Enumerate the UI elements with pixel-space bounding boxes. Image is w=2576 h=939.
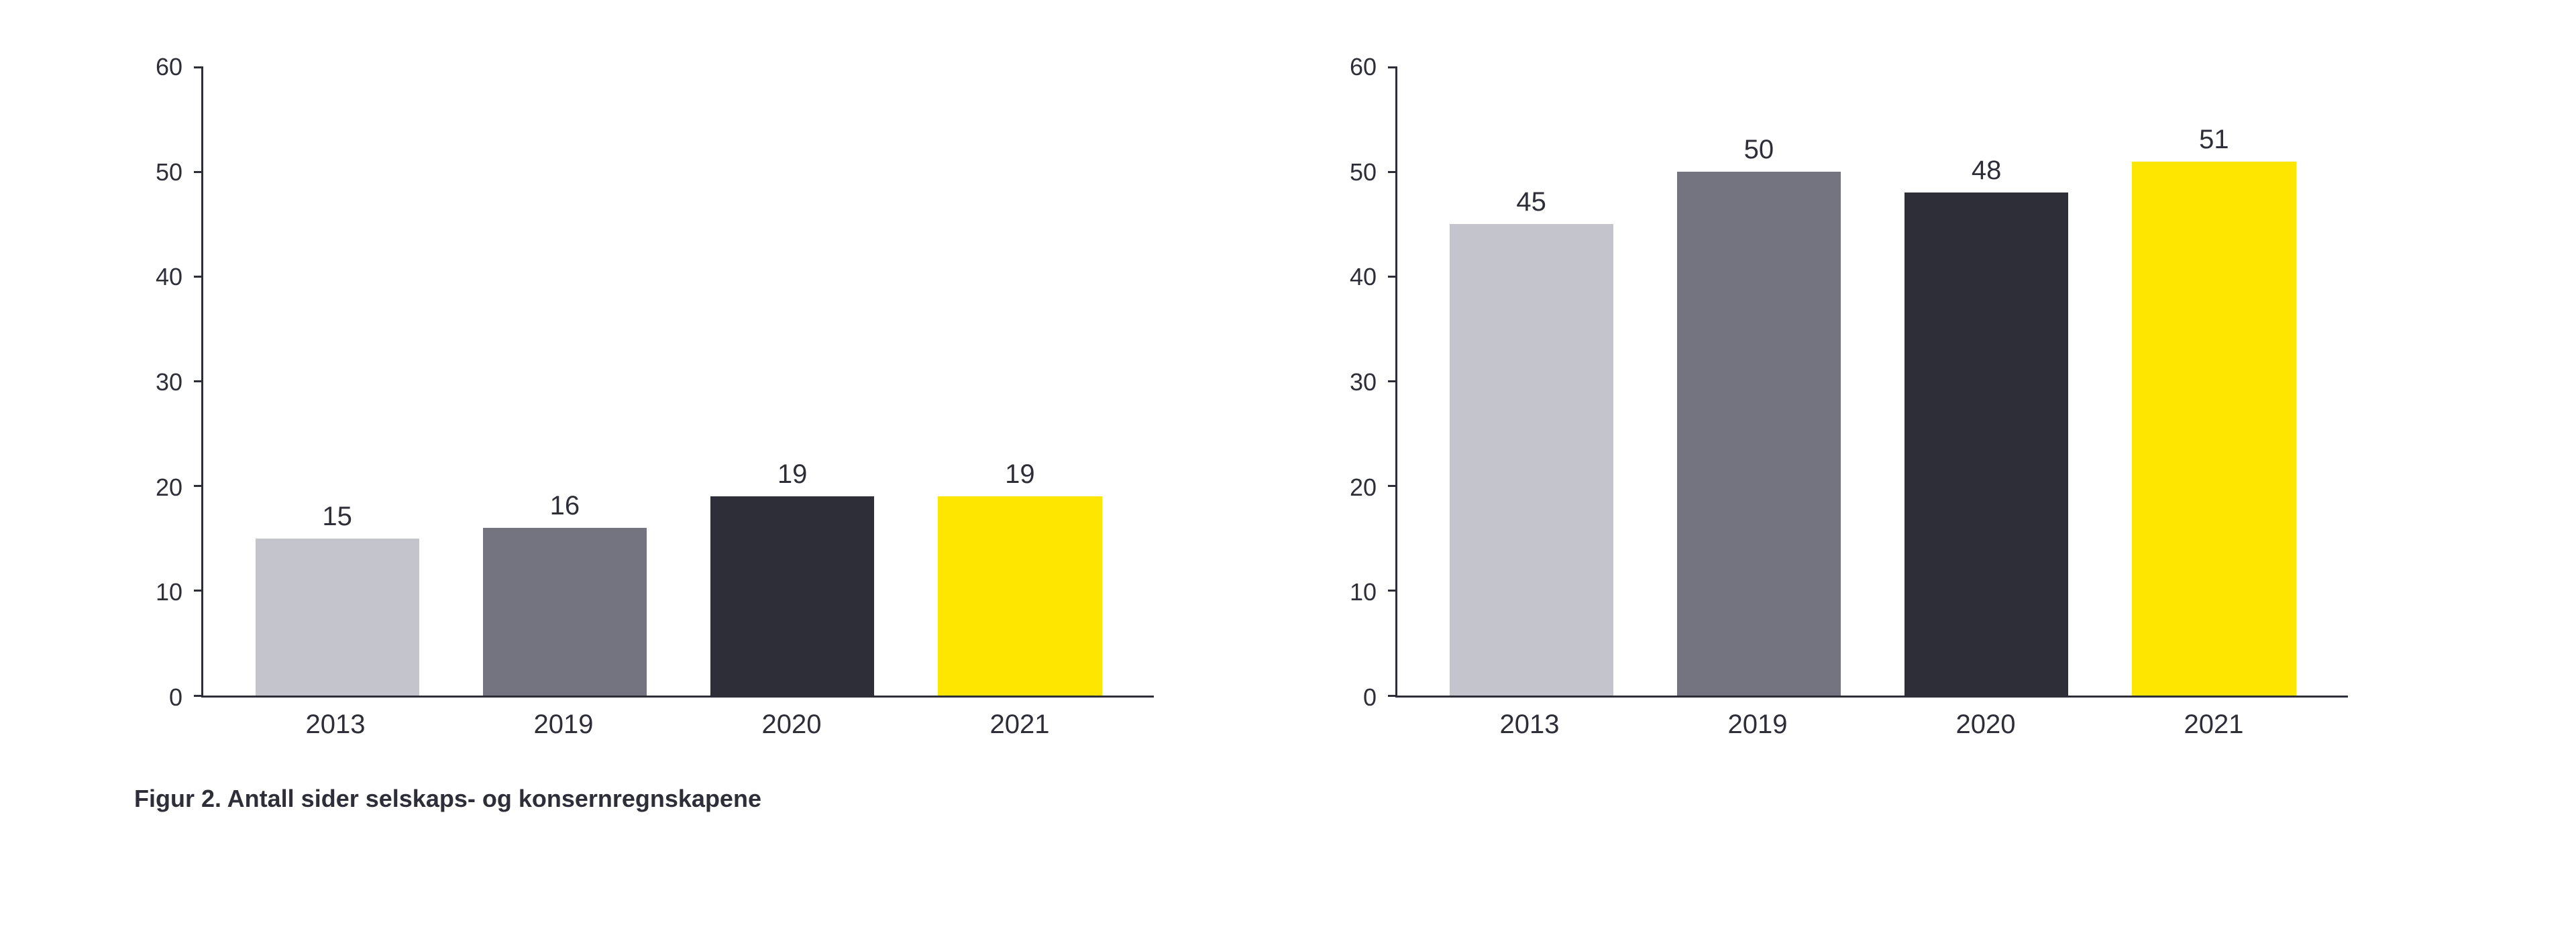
bar-value-label: 51	[2199, 125, 2229, 155]
y-tick-label: 0	[1363, 683, 1377, 712]
y-tick-label: 10	[156, 578, 182, 606]
y-tick-mark	[1388, 66, 1397, 68]
plot-area: 45 50 48 51	[1395, 67, 2348, 698]
x-tick-label: 2013	[1415, 710, 1644, 740]
y-tick-mark	[1388, 171, 1397, 173]
y-tick-label: 10	[1350, 578, 1377, 606]
bar-value-label: 19	[1005, 459, 1035, 490]
bar-rect	[1450, 224, 1613, 696]
x-tick-label: 2013	[221, 710, 449, 740]
y-tick-label: 30	[156, 368, 182, 396]
bar-slot: 50	[1645, 67, 1872, 696]
bar-chart-left: 0102030405060151619192013201920202021	[134, 67, 1154, 698]
bars-group: 15 16 19 19	[203, 67, 1154, 696]
figure-caption: Figur 2. Antall sider selskaps- og konse…	[134, 785, 2442, 813]
bar-rect	[483, 528, 647, 696]
x-tick-label: 2020	[678, 710, 906, 740]
x-axis-labels: 2013201920202021	[1395, 698, 2348, 740]
y-axis: 0102030405060	[1328, 67, 1389, 698]
y-axis: 0102030405060	[134, 67, 195, 698]
y-tick-label: 20	[1350, 474, 1377, 502]
y-tick-label: 20	[156, 474, 182, 502]
y-tick-mark	[194, 171, 203, 173]
y-tick-mark	[194, 380, 203, 382]
bar-value-label: 15	[322, 502, 352, 532]
y-tick-mark	[1388, 485, 1397, 487]
charts-row: 0102030405060151619192013201920202021010…	[134, 67, 2442, 698]
plot-frame: 0102030405060151619192013201920202021	[134, 67, 1154, 698]
y-tick-mark	[194, 276, 203, 278]
y-tick-label: 60	[156, 53, 182, 81]
bar-value-label: 48	[1972, 156, 2002, 186]
bar-rect	[256, 539, 419, 696]
bar-chart-right: 0102030405060455048512013201920202021	[1328, 67, 2348, 698]
x-tick-label: 2021	[2100, 710, 2328, 740]
bar-slot: 51	[2100, 67, 2328, 696]
y-tick-mark	[1388, 276, 1397, 278]
x-tick-label: 2019	[449, 710, 678, 740]
x-tick-label: 2019	[1644, 710, 1872, 740]
bar-slot: 19	[906, 67, 1134, 696]
y-tick-label: 40	[156, 263, 182, 291]
bar-slot: 48	[1873, 67, 2100, 696]
y-tick-label: 50	[156, 158, 182, 186]
x-axis-labels: 2013201920202021	[201, 698, 1154, 740]
bar-value-label: 16	[550, 491, 580, 521]
y-tick-label: 60	[1350, 53, 1377, 81]
bar-value-label: 50	[1744, 135, 1774, 165]
bar-slot: 45	[1417, 67, 1645, 696]
bar-value-label: 45	[1516, 187, 1546, 217]
bars-group: 45 50 48 51	[1397, 67, 2348, 696]
bar-rect	[710, 496, 874, 696]
y-tick-mark	[1388, 590, 1397, 592]
y-tick-mark	[194, 590, 203, 592]
y-tick-mark	[194, 485, 203, 487]
bar-rect	[938, 496, 1102, 696]
bar-rect	[2132, 162, 2296, 696]
bar-slot: 16	[451, 67, 678, 696]
y-tick-label: 0	[169, 683, 182, 712]
figure-container: 0102030405060151619192013201920202021010…	[0, 0, 2576, 939]
bar-slot: 15	[223, 67, 451, 696]
bar-rect	[1677, 172, 1841, 696]
y-tick-mark	[1388, 695, 1397, 697]
x-tick-label: 2020	[1872, 710, 2100, 740]
y-tick-label: 50	[1350, 158, 1377, 186]
plot-frame: 0102030405060455048512013201920202021	[1328, 67, 2348, 698]
plot-area: 15 16 19 19	[201, 67, 1154, 698]
y-tick-mark	[194, 66, 203, 68]
y-tick-label: 40	[1350, 263, 1377, 291]
x-tick-label: 2021	[906, 710, 1134, 740]
bar-rect	[1904, 192, 2068, 696]
bar-slot: 19	[679, 67, 906, 696]
y-tick-mark	[194, 695, 203, 697]
y-tick-label: 30	[1350, 368, 1377, 396]
bar-value-label: 19	[777, 459, 808, 490]
y-tick-mark	[1388, 380, 1397, 382]
